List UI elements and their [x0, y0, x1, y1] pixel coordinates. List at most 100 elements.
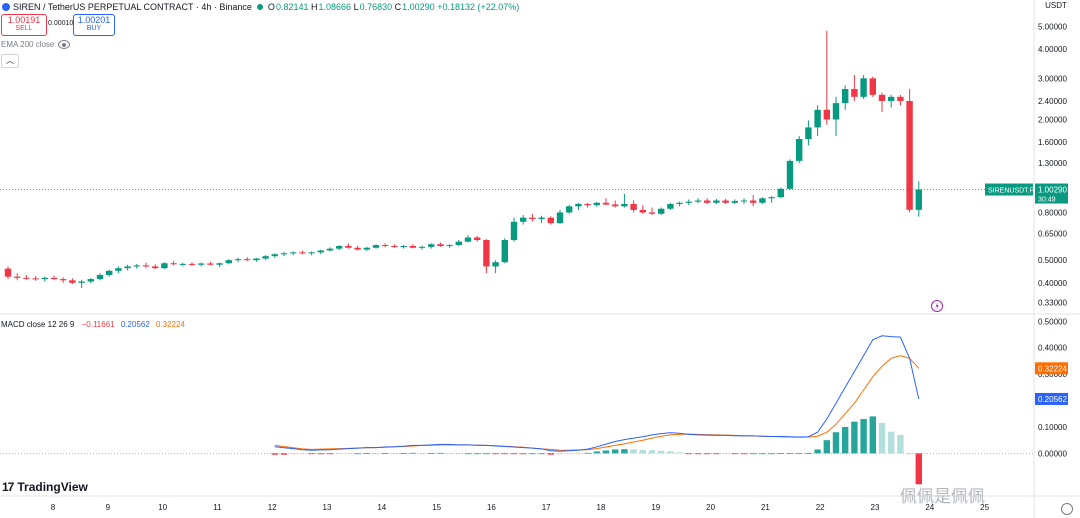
macd-hist-bar	[630, 449, 637, 454]
candle-body	[400, 245, 407, 247]
macd-hist-bar	[446, 453, 453, 454]
macd-hist-bar	[363, 453, 370, 454]
candle-body	[510, 221, 518, 240]
candle-body	[842, 89, 849, 104]
price-axis-label-12: 0.33000	[1038, 298, 1067, 307]
candle-body	[814, 109, 821, 128]
macd-signal-tag-text: 0.32224	[1038, 364, 1067, 373]
price-axis-label-10: 0.50000	[1038, 256, 1067, 265]
candle-body	[106, 270, 113, 275]
macd-hist-bar	[621, 449, 628, 454]
candle-body	[823, 109, 830, 120]
macd-hist-bar	[317, 453, 324, 455]
time-axis-label-10: 10	[158, 503, 167, 512]
collapse-legend-button[interactable]: ︿	[1, 54, 19, 68]
candle-body	[455, 241, 462, 246]
candle-body	[207, 263, 214, 265]
candle-body	[133, 265, 140, 267]
macd-legend[interactable]: MACD close 12 26 9 −0.11661 0.20562 0.32…	[1, 320, 185, 329]
buy-button[interactable]: 1.00201 BUY	[73, 14, 115, 36]
candle-body	[869, 78, 876, 95]
candle-body	[14, 276, 21, 278]
time-axis-label-24: 24	[925, 503, 934, 512]
macd-axis-label-2: 0.30000	[1038, 370, 1067, 379]
macd-hist-bar	[566, 453, 573, 455]
sell-price: 1.00191	[7, 15, 41, 25]
time-axis-label-18: 18	[597, 503, 606, 512]
candle-body	[648, 212, 656, 214]
time-axis-label-21: 21	[761, 503, 770, 512]
candle-body	[897, 96, 904, 101]
candle-body	[501, 239, 508, 263]
sell-button[interactable]: 1.00191 SELL	[1, 14, 47, 36]
macd-signal-value: 0.32224	[156, 320, 185, 329]
ema-legend[interactable]: EMA 200 close	[1, 40, 71, 49]
macd-hist-bar	[750, 453, 757, 455]
watermark: 佩佩是佩佩	[900, 487, 985, 506]
candle-body	[446, 245, 453, 247]
macd-axis-label-4: 0.10000	[1038, 423, 1067, 432]
time-axis-label-15: 15	[432, 503, 441, 512]
eye-icon[interactable]	[58, 40, 71, 49]
price-axis-label-11: 0.40000	[1038, 279, 1067, 288]
macd-hist-bar	[547, 453, 554, 455]
macd-hist-bar	[409, 452, 416, 454]
candle-body	[115, 268, 122, 271]
macd-axis-label-5: 0.00000	[1038, 449, 1067, 458]
macd-hist-bar	[612, 449, 619, 454]
tradingview-logo[interactable]: 17 TradingView	[2, 480, 88, 494]
time-axis-label-22: 22	[816, 503, 825, 512]
candle-body	[41, 277, 48, 280]
macd-hist-bar	[584, 452, 591, 454]
candle-body	[658, 208, 665, 214]
candle-body	[253, 258, 260, 261]
macd-axis-label-1: 0.40000	[1038, 344, 1067, 353]
candle-body	[142, 265, 150, 267]
macd-hist-bar	[694, 453, 702, 455]
candle-body	[529, 217, 536, 220]
candle-body	[878, 94, 886, 101]
macd-hist-bar	[602, 450, 610, 454]
macd-hist-bar	[685, 453, 692, 455]
macd-hist-bar	[860, 419, 867, 454]
candle-body	[409, 245, 416, 248]
symbol-title[interactable]: SIREN / TetherUS PERPETUAL CONTRACT · 4h…	[13, 2, 252, 12]
candle-body	[4, 268, 12, 277]
macd-hist-bar	[382, 453, 389, 454]
currency-selector[interactable]: USDT	[1045, 1, 1067, 10]
macd-hist-bar	[759, 453, 766, 455]
candle-body	[290, 252, 297, 254]
candle-body	[244, 259, 251, 261]
macd-hist-bar	[915, 453, 922, 485]
candle-body	[639, 209, 646, 213]
candle-body	[170, 263, 177, 265]
price-axis-label-8: 0.80000	[1038, 208, 1067, 217]
macd-hist-bar	[731, 453, 738, 455]
candle-body	[474, 237, 481, 240]
candle-body	[915, 189, 922, 210]
candle-body	[382, 245, 389, 247]
macd-hist-bar	[796, 453, 803, 454]
macd-line	[274, 335, 920, 452]
macd-hist-bar	[832, 432, 840, 454]
candle-body	[345, 245, 352, 248]
macd-hist-bar	[280, 453, 288, 455]
candle-body	[483, 239, 490, 267]
macd-hist-bar	[391, 453, 398, 455]
macd-hist-bar	[418, 453, 426, 455]
time-axis-label-14: 14	[377, 503, 386, 512]
candle-body	[179, 263, 186, 265]
candle-body	[759, 198, 766, 203]
sell-label: SELL	[15, 25, 33, 32]
candle-body	[750, 200, 757, 203]
candle-body	[418, 246, 426, 248]
macd-hist-bar	[823, 440, 830, 454]
candle-body	[124, 266, 131, 269]
macd-hist-bar	[888, 431, 895, 454]
candle-body	[188, 263, 196, 265]
macd-hist-bar	[428, 453, 435, 454]
candle-body	[667, 203, 674, 209]
macd-hist-bar	[897, 434, 904, 454]
settings-gear-icon[interactable]	[1061, 503, 1073, 515]
